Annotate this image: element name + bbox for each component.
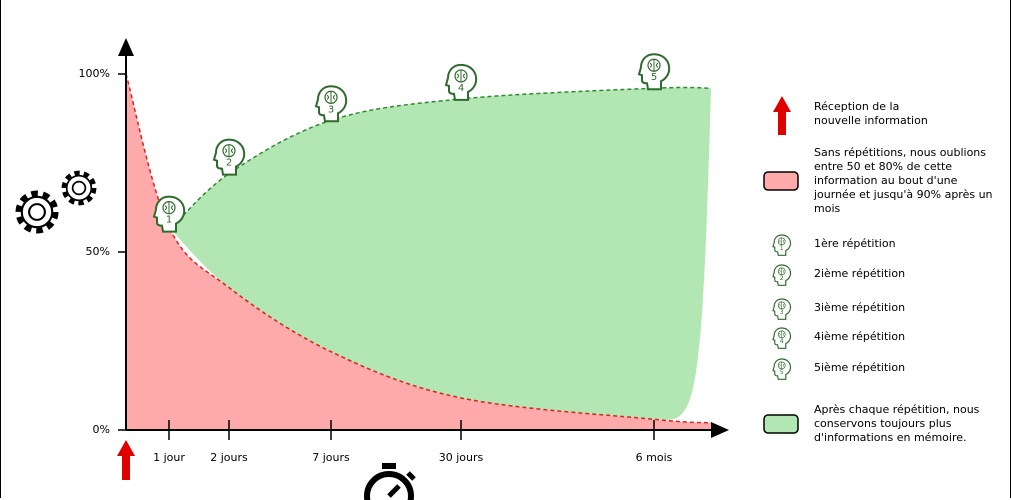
repetition-number: 1	[780, 246, 784, 252]
repetition-icon: 5	[772, 358, 792, 380]
repetition-icon: 5	[637, 53, 671, 91]
repetition-icon: 3	[772, 298, 792, 320]
repetition-number: 1	[166, 215, 172, 226]
repetition-number: 2	[780, 276, 784, 282]
x-tick-label: 2 jours	[210, 451, 248, 464]
repetition-number: 3	[328, 104, 334, 115]
brain-fold	[456, 69, 466, 82]
repetition-icon: 3	[314, 85, 348, 123]
brain-fold	[779, 361, 785, 369]
repetition-icon: 1	[152, 195, 186, 233]
repetition-number: 5	[780, 370, 784, 376]
repetition-number: 3	[780, 310, 784, 316]
legend-label: 3ième répétition	[814, 301, 905, 314]
brain-fold	[779, 237, 785, 245]
repetition-icon: 1	[772, 234, 792, 256]
brain-fold	[779, 267, 785, 275]
brain-fold	[779, 301, 785, 309]
x-tick-label: 30 jours	[439, 451, 484, 464]
brain-fold	[164, 201, 174, 214]
repetition-icon: 4	[772, 327, 792, 349]
legend-label: Sans répétitions, nous oublions entre 50…	[814, 146, 993, 215]
y-tick-label: 0%	[93, 423, 110, 436]
gears-icon	[19, 174, 93, 230]
brain-fold	[779, 330, 785, 338]
repetition-icon: 2	[772, 264, 792, 286]
legend-label: Après chaque répétition, nous conservons…	[814, 403, 980, 444]
brain	[777, 237, 786, 246]
stopwatch-icon	[364, 463, 416, 500]
repetition-number: 4	[780, 339, 784, 345]
brain-fold	[224, 144, 234, 157]
x-tick-label: 7 jours	[312, 451, 350, 464]
brain-fold	[326, 91, 336, 104]
legend-label: 1ère répétition	[814, 237, 896, 250]
repetition-icon: 4	[444, 63, 478, 101]
x-tick-label: 6 mois	[636, 451, 673, 464]
y-tick-label: 100%	[79, 67, 110, 80]
y-tick-label: 50%	[86, 245, 110, 258]
brain-fold	[649, 59, 659, 72]
legend-swatch	[763, 414, 799, 434]
legend-label: 4ième répétition	[814, 330, 905, 343]
area	[126, 74, 711, 430]
legend-swatch	[763, 171, 799, 191]
repetition-icon: 2	[212, 138, 246, 176]
x-axis-arrow	[711, 422, 729, 438]
area	[169, 87, 711, 421]
legend-label: 2ième répétition	[814, 267, 905, 280]
legend-label: Réception de la nouvelle information	[814, 100, 928, 127]
repetition-number: 2	[226, 158, 232, 169]
y-axis-arrow	[118, 38, 134, 56]
repetition-number: 5	[651, 72, 657, 83]
line	[125, 73, 712, 424]
repetition-number: 4	[458, 83, 464, 94]
x-tick-label: 1 jour	[153, 451, 185, 464]
reception-arrow	[117, 440, 135, 480]
legend-label: 5ième répétition	[814, 361, 905, 374]
legend-arrow	[773, 96, 791, 135]
